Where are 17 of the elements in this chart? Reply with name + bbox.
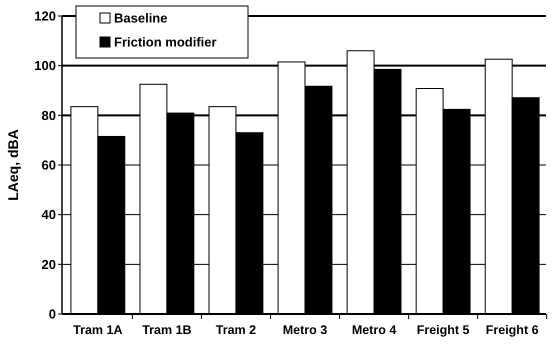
y-tick-label: 100 — [34, 58, 56, 74]
y-tick-label: 20 — [42, 256, 56, 272]
x-tick-label: Tram 1B — [142, 323, 192, 337]
y-tick-label: 120 — [34, 8, 56, 24]
x-tick-label: Freight 5 — [416, 323, 470, 337]
y-tick-label: 40 — [42, 207, 56, 222]
y-tick-label: 0 — [48, 306, 56, 322]
y-tick-label: 60 — [42, 158, 56, 173]
x-tick-label: Metro 4 — [352, 323, 396, 337]
x-tick-label: Tram 1A — [73, 323, 123, 337]
y-axis-title: LAeq, dBA — [5, 129, 21, 201]
x-tick-label: Freight 6 — [486, 323, 539, 337]
legend-label: Friction modifier — [114, 34, 217, 50]
x-tick-label: Metro 3 — [282, 323, 328, 337]
x-tick-label: Tram 2 — [216, 323, 256, 337]
legend-label: Baseline — [114, 10, 168, 26]
y-tick-label: 80 — [42, 108, 56, 123]
